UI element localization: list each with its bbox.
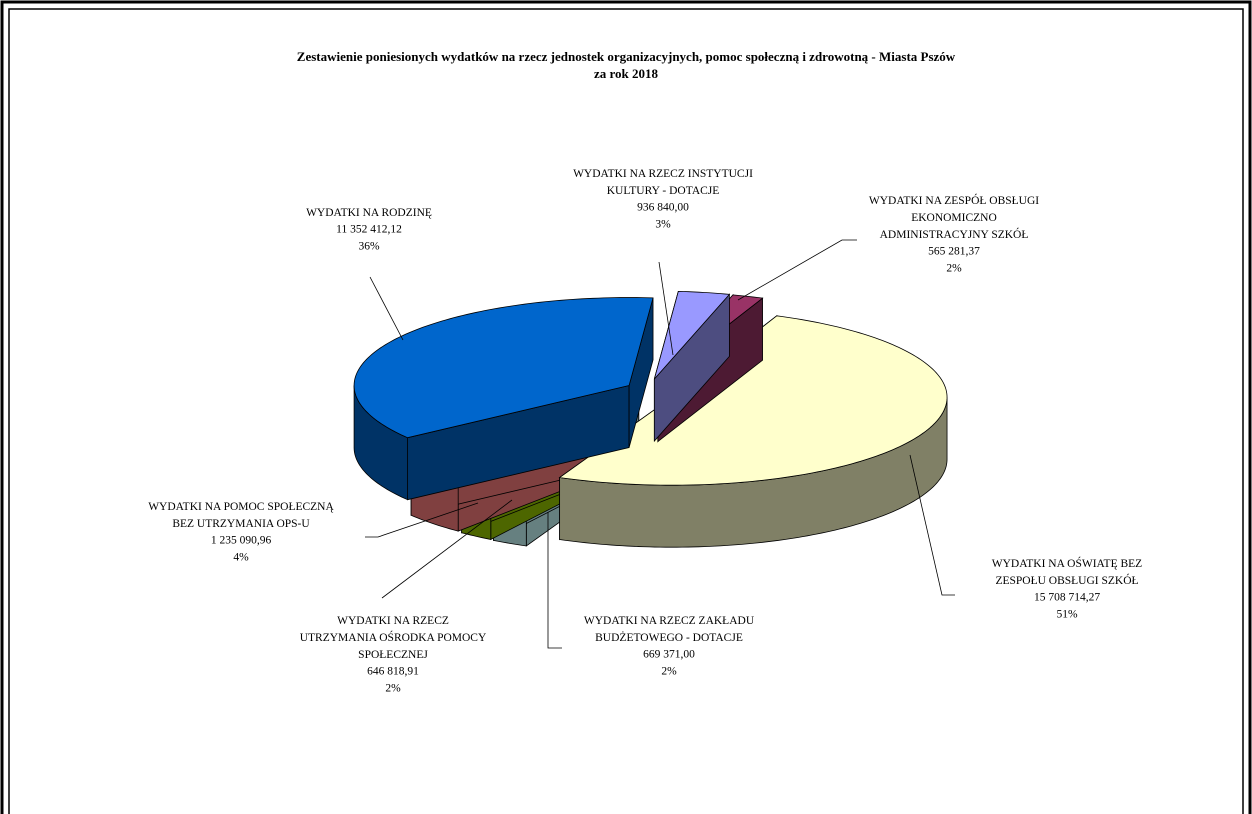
slice-label: WYDATKI NA POMOC SPOŁECZNĄ BEZ UTRZYMANIA… — [148, 501, 334, 530]
slice-top — [653, 290, 731, 380]
percent-label: 3% — [655, 219, 671, 231]
slice-label: WYDATKI NA OŚWIATĘ BEZ ZESPOŁU OBSŁUGI SZ… — [992, 556, 1142, 587]
label-line: WYDATKI NA RZECZ INSTYTUCJI — [573, 168, 753, 180]
label-line: UTRZYMANIA OŚRODKA POMOCY — [300, 630, 487, 644]
value-label: 15 708 714,27 — [1034, 592, 1100, 604]
chart-subtitle: za rok 2018 — [594, 66, 659, 81]
percent-label: 2% — [385, 683, 401, 695]
chart-title: Zestawienie poniesionych wydatków na rze… — [297, 49, 956, 64]
label-line: ADMINISTRACYJNY SZKÓŁ — [880, 227, 1029, 241]
leader-line — [547, 512, 562, 649]
leader-line — [909, 454, 955, 596]
slice-label: WYDATKI NA RZECZ UTRZYMANIA OŚRODKA POMOC… — [300, 615, 487, 661]
slice-top — [558, 315, 948, 486]
leader-line — [381, 499, 513, 599]
label-line: WYDATKI NA POMOC SPOŁECZNĄ — [148, 501, 334, 513]
label-line: ZESPOŁU OBSŁUGI SZKÓŁ — [995, 573, 1138, 587]
slice-label: WYDATKI NA RZECZ INSTYTUCJI KULTURY - DOT… — [573, 168, 753, 197]
percent-label: 36% — [358, 241, 380, 253]
value-label: 1 235 090,96 — [211, 535, 272, 547]
slice — [653, 290, 731, 443]
label-line: WYDATKI NA RZECZ ZAKŁADU — [584, 615, 755, 627]
label-line: WYDATKI NA ZESPÓŁ OBSŁUGI — [869, 193, 1039, 207]
percent-label: 4% — [233, 552, 249, 564]
leader-line — [658, 261, 674, 356]
slice-top — [353, 297, 654, 439]
percent-label: 51% — [1056, 609, 1078, 621]
label-line: BUDŻETOWEGO - DOTACJE — [595, 630, 743, 644]
value-label: 11 352 412,12 — [336, 224, 402, 236]
value-label: 669 371,00 — [643, 649, 695, 661]
value-label: 646 818,91 — [367, 666, 419, 678]
label-line: EKONOMICZNO — [911, 212, 997, 224]
label-line: WYDATKI NA RODZINĘ — [306, 207, 432, 219]
leader-line — [369, 276, 404, 341]
slice-label: WYDATKI NA RODZINĘ — [306, 207, 432, 219]
value-label: 936 840,00 — [637, 202, 689, 214]
label-line: BEZ UTRZYMANIA OPS-U — [172, 518, 310, 530]
label-line: WYDATKI NA OŚWIATĘ BEZ — [992, 556, 1142, 570]
inner-border — [8, 8, 1244, 814]
slice-label: WYDATKI NA RZECZ ZAKŁADU BUDŻETOWEGO - DO… — [584, 615, 755, 644]
label-line: SPOŁECZNEJ — [358, 649, 428, 661]
leader-line — [365, 502, 479, 538]
value-label: 565 281,37 — [928, 246, 980, 258]
leader-line — [737, 239, 857, 301]
percent-label: 2% — [946, 263, 962, 275]
label-line: WYDATKI NA RZECZ — [337, 615, 449, 627]
slice-label: WYDATKI NA ZESPÓŁ OBSŁUGI EKONOMICZNO ADMI… — [869, 193, 1039, 241]
percent-label: 2% — [661, 666, 677, 678]
label-line: KULTURY - DOTACJE — [607, 185, 720, 197]
slice — [353, 297, 654, 501]
